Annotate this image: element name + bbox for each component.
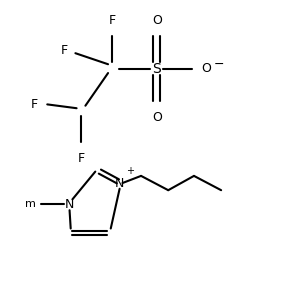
Text: S: S — [152, 62, 161, 76]
Text: O: O — [152, 14, 162, 27]
Text: −: − — [214, 58, 224, 71]
Text: m: m — [25, 199, 36, 208]
Text: O: O — [152, 111, 162, 124]
Text: N: N — [65, 198, 74, 211]
Text: +: + — [126, 166, 134, 176]
Text: F: F — [31, 98, 38, 111]
Text: O: O — [201, 62, 211, 75]
Text: N: N — [115, 176, 124, 190]
Text: F: F — [109, 14, 116, 27]
Text: F: F — [77, 152, 84, 165]
Text: F: F — [61, 43, 68, 57]
